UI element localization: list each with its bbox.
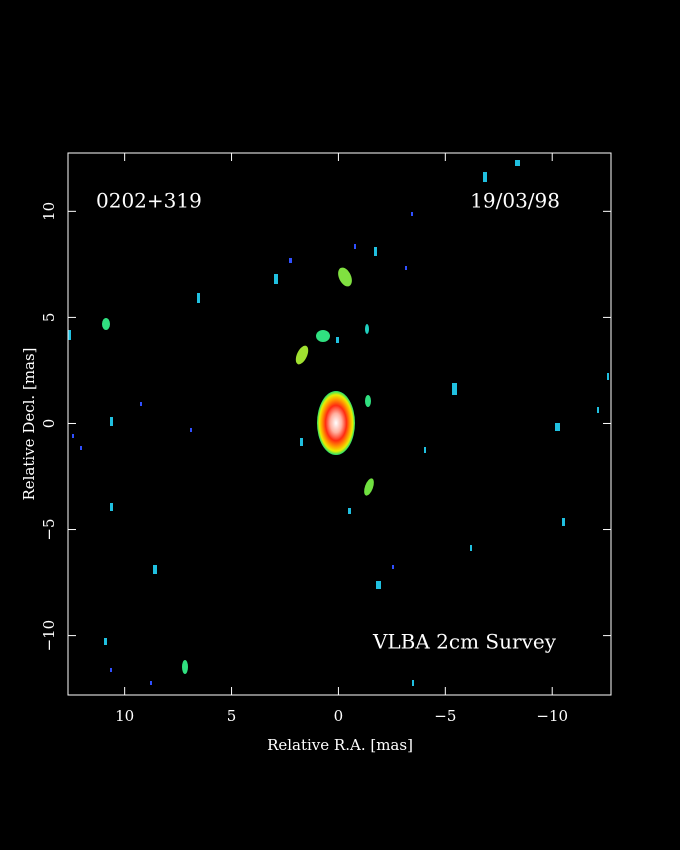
image (68, 160, 609, 686)
y-tick-label: 0 (40, 419, 58, 429)
faint-noise (72, 212, 413, 685)
plot-frame (67, 152, 612, 696)
y-tick-label: 10 (40, 202, 58, 221)
source-name: 0202+319 (96, 189, 202, 213)
core (317, 391, 355, 455)
y-tick-label: −5 (40, 518, 58, 540)
x-tick-label: 10 (115, 707, 134, 725)
x-axis-label: Relative R.A. [mas] (267, 736, 413, 754)
y-tick-label: 5 (40, 313, 58, 323)
x-tick-label: 5 (227, 707, 237, 725)
x-tick-label: −5 (434, 707, 456, 725)
annotation: VLBA 2cm Survey (372, 630, 557, 654)
components (102, 267, 374, 674)
y-axis-label: Relative Decl. [mas] (20, 347, 38, 500)
x-tick-label: −10 (536, 707, 568, 725)
x-tick-label: 0 (334, 707, 344, 725)
y-tick-label: −10 (40, 620, 58, 652)
noise (68, 160, 609, 686)
epoch: 19/03/98 (470, 189, 560, 213)
